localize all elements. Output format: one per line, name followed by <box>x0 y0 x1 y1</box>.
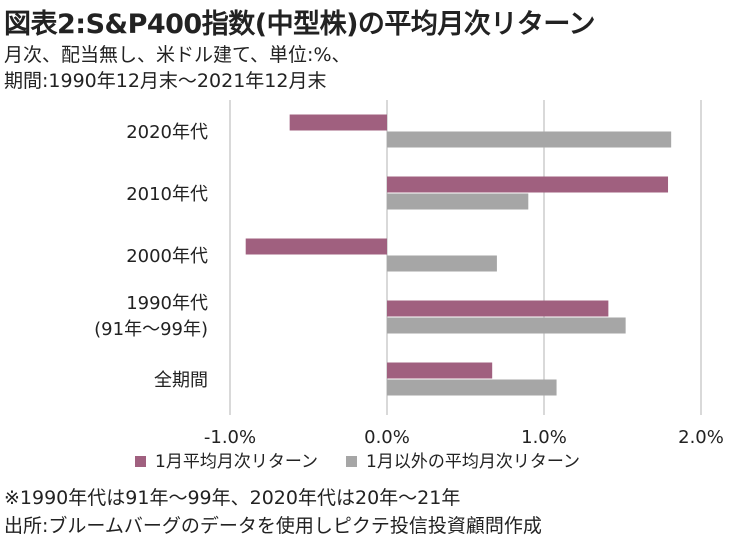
legend-label-1: 1月平均月次リターン <box>155 452 318 472</box>
bar-series2-cat1 <box>387 131 672 148</box>
source-note: 出所:ブルームバーグのデータを使用しピクテ投信投資顧問作成 <box>4 515 542 537</box>
legend-swatch-2 <box>346 456 357 467</box>
bar-series2-cat2 <box>387 193 529 210</box>
legend-label-2: 1月以外の平均月次リターン <box>366 452 580 472</box>
category-label: 全期間 <box>154 370 208 391</box>
bar-chart: 2020年代 2010年代 2000年代 1990年代 (91年〜99年) 全期間 -1.… <box>94 100 724 472</box>
category-label: 2000年代 <box>126 246 208 267</box>
category-label-layer: 2020年代 2010年代 2000年代 1990年代 (91年〜99年) 全期間 <box>94 122 208 391</box>
chart-subtitle-line1: 月次、配当無し、米ドル建て、単位:%、 <box>4 44 351 66</box>
bar-series1-cat4 <box>387 300 609 317</box>
category-label: 1990年代 <box>126 293 208 314</box>
legend: 1月平均月次リターン 1月以外の平均月次リターン <box>135 452 580 472</box>
bar-layer <box>245 114 672 396</box>
bar-series2-cat5 <box>387 379 557 396</box>
x-tick-label: -1.0% <box>204 427 256 448</box>
category-label: 2010年代 <box>126 184 208 205</box>
legend-swatch-1 <box>135 456 146 467</box>
x-tick-layer: -1.0% 0.0% 1.0% 2.0% <box>204 427 724 448</box>
bar-series1-cat3 <box>245 238 387 255</box>
category-label: (91年〜99年) <box>94 319 208 340</box>
bar-series1-cat1 <box>289 114 387 131</box>
bar-series2-cat3 <box>387 255 497 272</box>
x-tick-label: 2.0% <box>678 427 724 448</box>
chart-subtitle-line2: 期間:1990年12月末〜2021年12月末 <box>4 70 327 92</box>
x-tick-label: 0.0% <box>364 427 410 448</box>
chart-title: 図表2:S&P400指数(中型株)の平均月次リターン <box>4 9 596 40</box>
category-label: 2020年代 <box>126 122 208 143</box>
bar-series1-cat2 <box>387 176 669 193</box>
bar-series2-cat4 <box>387 317 626 334</box>
footnote: ※1990年代は91年〜99年、2020年代は20年〜21年 <box>4 487 461 509</box>
bar-series1-cat5 <box>387 362 493 379</box>
x-tick-label: 1.0% <box>521 427 567 448</box>
